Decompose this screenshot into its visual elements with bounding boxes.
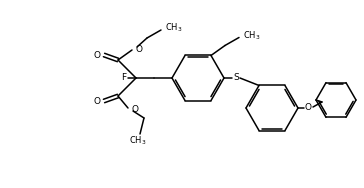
- Text: O: O: [135, 45, 142, 54]
- Text: O: O: [131, 105, 138, 114]
- Text: CH$_3$: CH$_3$: [165, 22, 182, 34]
- Text: O: O: [305, 104, 312, 112]
- Text: CH$_3$: CH$_3$: [129, 135, 147, 147]
- Text: O: O: [94, 96, 101, 105]
- Text: O: O: [94, 51, 101, 59]
- Text: CH$_3$: CH$_3$: [243, 29, 261, 42]
- Text: F: F: [121, 74, 126, 83]
- Text: S: S: [233, 74, 239, 83]
